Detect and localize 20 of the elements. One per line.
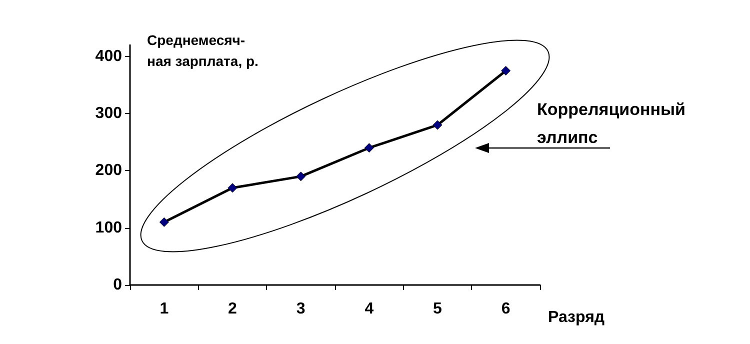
- y-tick-label: 0: [113, 276, 122, 294]
- y-axis-title: Среднемесяч- ная зарплата, р.: [147, 31, 258, 71]
- point: [432, 120, 442, 130]
- point: [159, 217, 169, 227]
- point: [501, 66, 511, 76]
- x-tick-label: 3: [296, 300, 306, 318]
- annotation: Корреляционный эллипс: [537, 99, 686, 149]
- x-tick-label: 4: [364, 300, 374, 318]
- y-tick-label: 300: [95, 105, 122, 122]
- x-tick-label: 1: [160, 300, 169, 318]
- point: [296, 172, 306, 182]
- y-tick-label: 200: [95, 162, 122, 180]
- y-tick-label: 100: [95, 219, 122, 236]
- x-tick-label: 2: [228, 300, 238, 318]
- point: [364, 143, 374, 153]
- point: [228, 183, 238, 193]
- x-axis-title: Разряд: [548, 309, 605, 327]
- y-tick-label: 400: [95, 48, 122, 65]
- x-tick-label: 5: [433, 300, 442, 318]
- x-tick-label: 6: [501, 300, 510, 318]
